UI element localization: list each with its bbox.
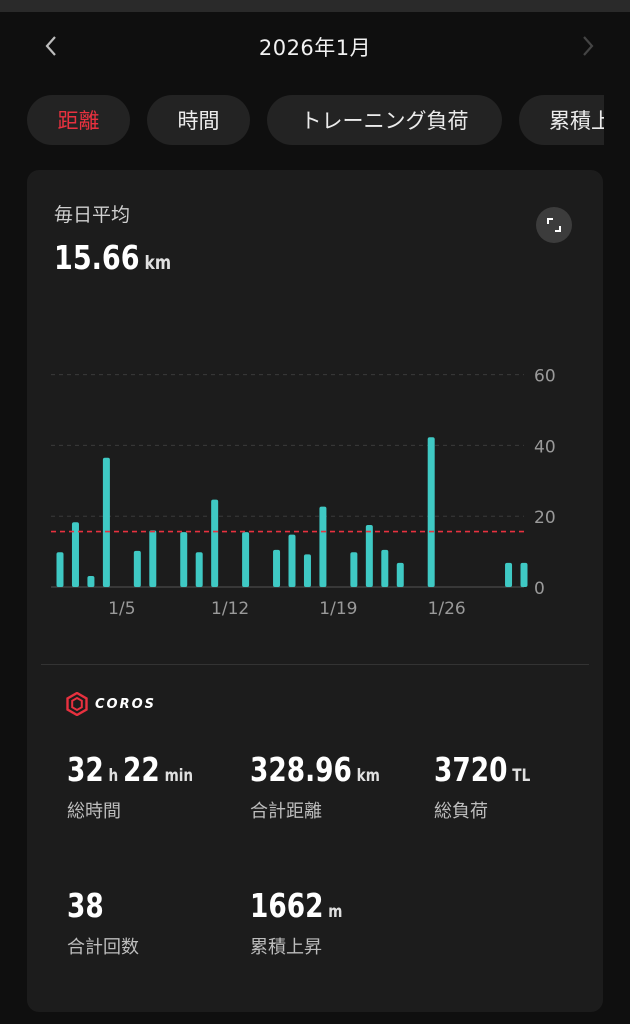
daily-average-value: 15.66 km xyxy=(54,238,171,277)
month-title: 2026年1月 xyxy=(258,36,372,60)
total-time-hours: 32 xyxy=(67,750,104,789)
total-load-unit: TL xyxy=(512,766,531,786)
total-time-minutes: 22 xyxy=(123,750,160,789)
stat-total-count: 38 合計回数 xyxy=(67,886,139,959)
total-ascent-number: 1662 xyxy=(250,886,324,925)
total-time-value: 32 h 22 min xyxy=(67,750,198,789)
bar xyxy=(71,522,79,587)
total-count-label: 合計回数 xyxy=(67,937,139,958)
total-ascent-unit: m xyxy=(328,902,343,922)
x-tick-label: 1/12 xyxy=(211,599,249,619)
y-tick-label: 60 xyxy=(534,367,556,387)
stat-total-distance: 328.96 km 合計距離 xyxy=(250,750,418,823)
expand-button[interactable] xyxy=(536,207,572,243)
status-strip xyxy=(0,0,630,12)
prev-month-button[interactable] xyxy=(37,32,65,60)
chevron-right-icon xyxy=(583,36,594,56)
total-load-label: 総負荷 xyxy=(434,801,488,822)
x-tick-label: 1/26 xyxy=(428,599,466,619)
tab-training-load[interactable]: トレーニング負荷 xyxy=(267,95,502,145)
bar xyxy=(102,457,110,587)
bar xyxy=(505,562,513,587)
total-time-hours-unit: h xyxy=(108,766,119,786)
expand-icon xyxy=(547,218,561,232)
bar xyxy=(303,554,311,587)
bar xyxy=(195,552,203,587)
total-distance-value: 328.96 km xyxy=(250,750,385,789)
bar xyxy=(273,549,281,587)
bar xyxy=(87,576,95,587)
daily-average-unit: km xyxy=(144,252,172,274)
bar xyxy=(242,532,250,587)
stat-total-time: 32 h 22 min 総時間 xyxy=(67,750,231,823)
total-distance-label: 合計距離 xyxy=(250,801,322,822)
month-header: 2026年1月 xyxy=(0,22,630,68)
divider xyxy=(41,664,589,665)
total-time-minutes-unit: min xyxy=(164,766,194,786)
x-tick-label: 1/5 xyxy=(108,599,135,619)
coros-brand: COROS xyxy=(65,692,156,716)
total-load-number: 3720 xyxy=(434,750,508,789)
distance-bar-chart: 0 20 40 60 1/5 1/12 1/19 1/26 xyxy=(51,367,556,619)
bar xyxy=(56,552,64,587)
daily-average-label: 毎日平均 xyxy=(54,204,131,226)
tab-distance[interactable]: 距離 xyxy=(27,95,130,145)
tab-elevation-gain[interactable]: 累積上昇 xyxy=(519,95,604,145)
stat-total-ascent: 1662 m 累積上昇 xyxy=(250,886,372,959)
y-tick-label: 20 xyxy=(534,508,556,528)
bar xyxy=(396,562,404,587)
bar xyxy=(180,532,188,587)
bar xyxy=(149,530,157,587)
total-ascent-value: 1662 m xyxy=(250,886,347,925)
total-time-label: 総時間 xyxy=(67,801,121,822)
bar xyxy=(319,506,327,587)
y-tick-label: 0 xyxy=(534,579,545,599)
bar xyxy=(288,534,296,587)
coros-logo-icon xyxy=(66,692,88,716)
bar xyxy=(381,549,389,587)
total-ascent-label: 累積上昇 xyxy=(250,937,322,958)
chevron-left-icon xyxy=(45,36,56,56)
tab-time[interactable]: 時間 xyxy=(147,95,250,145)
daily-average-number: 15.66 xyxy=(54,238,140,277)
total-load-value: 3720 TL xyxy=(434,750,535,789)
total-distance-number: 328.96 xyxy=(250,750,352,789)
total-count-value: 38 xyxy=(67,886,104,925)
bar xyxy=(427,437,435,587)
bar xyxy=(520,562,528,587)
total-distance-unit: km xyxy=(356,766,380,786)
bar xyxy=(365,525,373,587)
y-tick-label: 40 xyxy=(534,437,556,457)
bar xyxy=(211,499,219,587)
stats-card: 毎日平均 15.66 km 0 20 40 60 1/5 1/12 1/19 1/26 CORO… xyxy=(27,170,603,1012)
stat-total-load: 3720 TL 総負荷 xyxy=(434,750,560,823)
next-month-button[interactable] xyxy=(574,32,602,60)
x-tick-label: 1/19 xyxy=(319,599,357,619)
metric-tabs: 距離 時間 トレーニング負荷 累積上昇 xyxy=(0,95,604,145)
coros-brand-name: COROS xyxy=(95,696,157,712)
bar xyxy=(133,550,141,587)
bar xyxy=(350,552,358,587)
